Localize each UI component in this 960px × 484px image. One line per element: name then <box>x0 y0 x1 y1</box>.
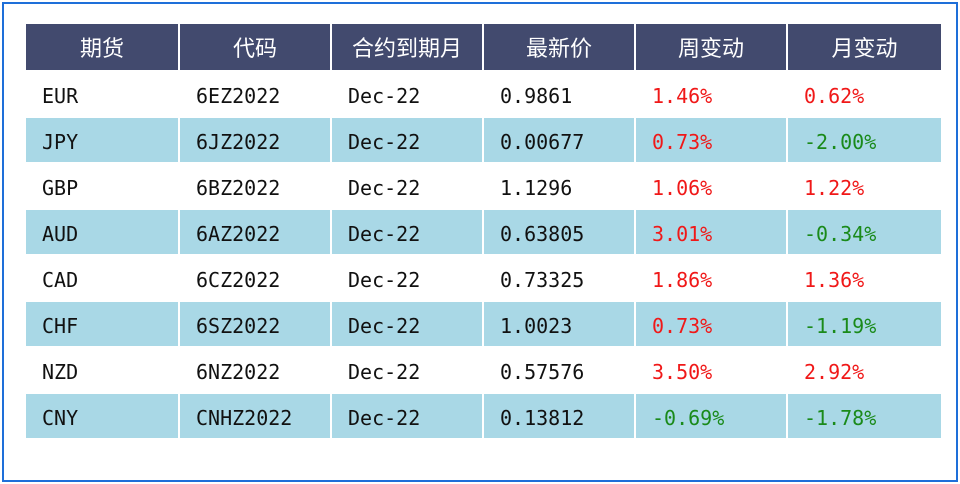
cell-currency: GBP <box>26 162 180 208</box>
cell-currency: NZD <box>26 346 180 392</box>
cell-weekly-change: 1.46% <box>636 70 788 116</box>
cell-price: 1.1296 <box>484 162 636 208</box>
cell-price: 1.0023 <box>484 300 636 346</box>
cell-code: 6AZ2022 <box>180 208 332 254</box>
table-row: CHF 6SZ2022 Dec-22 1.0023 0.73% -1.19% <box>26 300 941 346</box>
cell-weekly-change: 0.73% <box>636 300 788 346</box>
cell-monthly-change: 1.36% <box>788 254 941 300</box>
cell-monthly-change: -1.19% <box>788 300 941 346</box>
cell-weekly-change: -0.69% <box>636 392 788 438</box>
cell-price: 0.00677 <box>484 116 636 162</box>
cell-expiry: Dec-22 <box>332 346 484 392</box>
cell-expiry: Dec-22 <box>332 208 484 254</box>
cell-price: 0.13812 <box>484 392 636 438</box>
cell-price: 0.73325 <box>484 254 636 300</box>
cell-monthly-change: 0.62% <box>788 70 941 116</box>
cell-monthly-change: -1.78% <box>788 392 941 438</box>
cell-expiry: Dec-22 <box>332 392 484 438</box>
fx-futures-table: 期货 代码 合约到期月 最新价 周变动 月变动 EUR 6EZ2022 Dec-22… <box>26 24 941 438</box>
cell-currency: JPY <box>26 116 180 162</box>
cell-weekly-change: 3.01% <box>636 208 788 254</box>
table-row: NZD 6NZ2022 Dec-22 0.57576 3.50% 2.92% <box>26 346 941 392</box>
table-row: CAD 6CZ2022 Dec-22 0.73325 1.86% 1.36% <box>26 254 941 300</box>
header-row: 期货 代码 合约到期月 最新价 周变动 月变动 <box>26 24 941 70</box>
cell-monthly-change: -0.34% <box>788 208 941 254</box>
table-body: EUR 6EZ2022 Dec-22 0.9861 1.46% 0.62% JPY 6JZ20… <box>26 70 941 438</box>
cell-monthly-change: 2.92% <box>788 346 941 392</box>
cell-code: 6CZ2022 <box>180 254 332 300</box>
cell-currency: AUD <box>26 208 180 254</box>
cell-monthly-change: 1.22% <box>788 162 941 208</box>
cell-weekly-change: 0.73% <box>636 116 788 162</box>
cell-expiry: Dec-22 <box>332 300 484 346</box>
table-row: JPY 6JZ2022 Dec-22 0.00677 0.73% -2.00% <box>26 116 941 162</box>
cell-currency: CAD <box>26 254 180 300</box>
header-latest-price: 最新价 <box>484 24 636 70</box>
cell-weekly-change: 1.86% <box>636 254 788 300</box>
table-row: EUR 6EZ2022 Dec-22 0.9861 1.46% 0.62% <box>26 70 941 116</box>
cell-code: 6JZ2022 <box>180 116 332 162</box>
cell-monthly-change: -2.00% <box>788 116 941 162</box>
cell-price: 0.57576 <box>484 346 636 392</box>
cell-expiry: Dec-22 <box>332 254 484 300</box>
table-row: CNY CNHZ2022 Dec-22 0.13812 -0.69% -1.78% <box>26 392 941 438</box>
cell-expiry: Dec-22 <box>332 116 484 162</box>
cell-code: 6BZ2022 <box>180 162 332 208</box>
table-row: AUD 6AZ2022 Dec-22 0.63805 3.01% -0.34% <box>26 208 941 254</box>
cell-code: 6EZ2022 <box>180 70 332 116</box>
cell-weekly-change: 3.50% <box>636 346 788 392</box>
cell-code: 6NZ2022 <box>180 346 332 392</box>
cell-currency: CHF <box>26 300 180 346</box>
cell-code: 6SZ2022 <box>180 300 332 346</box>
table-row: GBP 6BZ2022 Dec-22 1.1296 1.06% 1.22% <box>26 162 941 208</box>
header-monthly-change: 月变动 <box>788 24 941 70</box>
header-expiry-month: 合约到期月 <box>332 24 484 70</box>
cell-code: CNHZ2022 <box>180 392 332 438</box>
header-weekly-change: 周变动 <box>636 24 788 70</box>
cell-expiry: Dec-22 <box>332 70 484 116</box>
cell-weekly-change: 1.06% <box>636 162 788 208</box>
cell-currency: EUR <box>26 70 180 116</box>
cell-price: 0.63805 <box>484 208 636 254</box>
header-futures: 期货 <box>26 24 180 70</box>
cell-price: 0.9861 <box>484 70 636 116</box>
cell-expiry: Dec-22 <box>332 162 484 208</box>
header-code: 代码 <box>180 24 332 70</box>
cell-currency: CNY <box>26 392 180 438</box>
